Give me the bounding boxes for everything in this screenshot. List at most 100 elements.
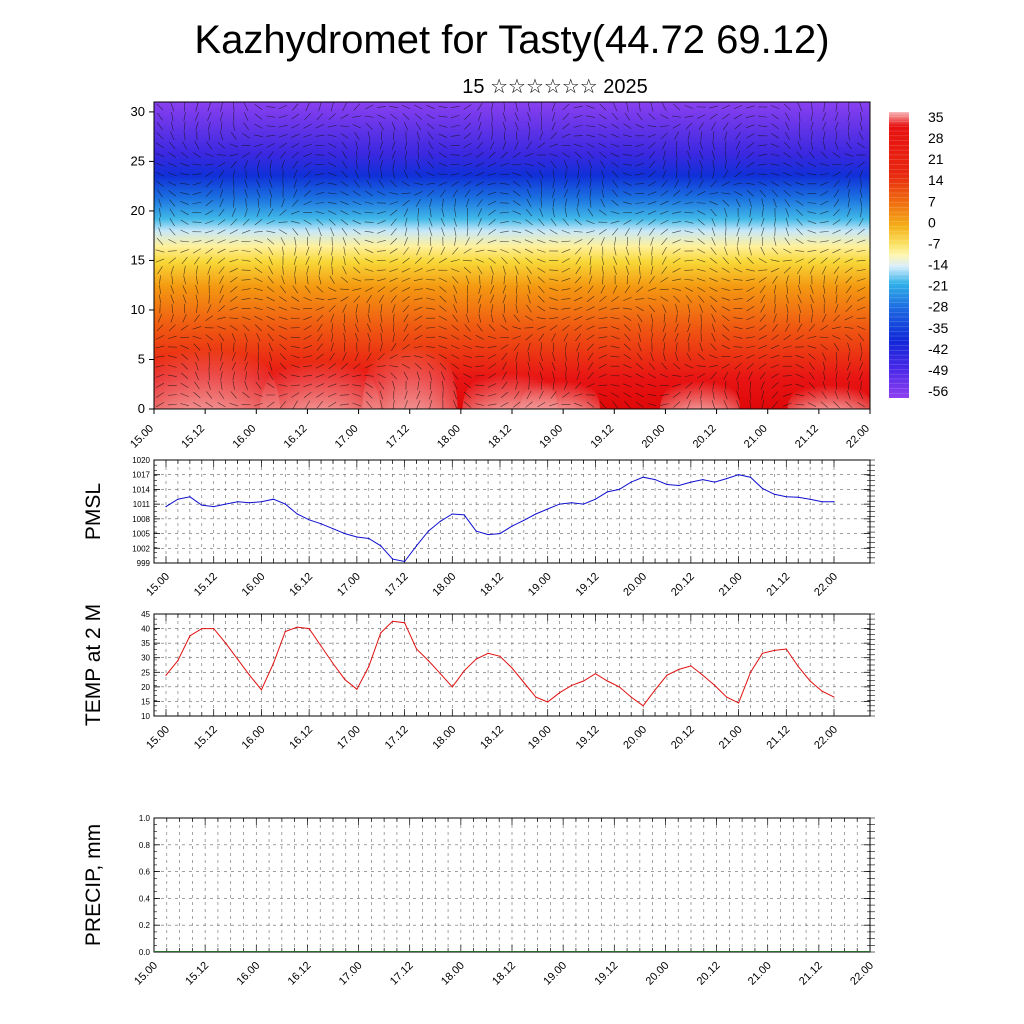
wind-arrow bbox=[746, 354, 755, 359]
wind-arrow bbox=[549, 278, 559, 282]
wind-arrow bbox=[673, 190, 681, 197]
wind-arrow bbox=[697, 373, 706, 379]
wind-arrow bbox=[672, 267, 681, 273]
wind-arrow bbox=[574, 324, 583, 331]
wind-arrow bbox=[832, 257, 841, 264]
wind-arrow bbox=[378, 179, 385, 188]
wind-arrow bbox=[229, 276, 238, 283]
precip-bar bbox=[857, 951, 870, 952]
wind-arrow bbox=[573, 124, 583, 128]
wind-arrow bbox=[340, 114, 349, 120]
wind-arrow bbox=[380, 400, 383, 409]
wind-arrow bbox=[808, 392, 816, 398]
warm-core bbox=[362, 329, 458, 409]
wind-arrow bbox=[859, 169, 863, 179]
wind-arrow bbox=[601, 169, 605, 179]
data-point bbox=[356, 536, 358, 538]
y-tick-label: 25 bbox=[131, 153, 145, 168]
wind-arrow bbox=[255, 151, 262, 159]
wind-arrow bbox=[503, 304, 506, 314]
wind-arrow bbox=[290, 307, 300, 310]
x-tick-label: 20.12 bbox=[669, 724, 697, 752]
wind-arrow bbox=[487, 393, 497, 397]
wind-arrow bbox=[598, 113, 607, 120]
wind-arrow bbox=[662, 160, 666, 170]
wind-arrow bbox=[243, 122, 249, 131]
wind-arrow bbox=[255, 381, 262, 390]
colorbar-label: -21 bbox=[928, 278, 948, 294]
wind-arrow bbox=[155, 171, 165, 177]
wind-arrow bbox=[528, 352, 530, 362]
wind-arrow bbox=[661, 102, 667, 112]
wind-arrow bbox=[292, 103, 299, 111]
wind-arrow bbox=[192, 182, 202, 186]
wind-arrow bbox=[428, 246, 433, 256]
wind-arrow bbox=[796, 209, 804, 216]
wind-arrow bbox=[847, 112, 850, 122]
wind-arrow bbox=[501, 257, 508, 265]
wind-arrow bbox=[526, 179, 532, 188]
wind-arrow bbox=[453, 390, 458, 400]
wind-arrow bbox=[586, 325, 595, 330]
wind-arrow bbox=[661, 237, 668, 246]
wind-arrow bbox=[438, 173, 448, 175]
wind-arrow bbox=[257, 371, 260, 381]
wind-arrow bbox=[290, 345, 300, 349]
wind-arrow bbox=[229, 306, 239, 311]
wind-arrow bbox=[464, 324, 471, 332]
wind-arrow bbox=[525, 219, 533, 226]
wind-arrow bbox=[304, 190, 312, 197]
wind-arrow bbox=[290, 364, 300, 368]
wind-arrow bbox=[244, 333, 248, 342]
wind-arrow bbox=[771, 400, 779, 409]
wind-arrow bbox=[786, 304, 789, 314]
wind-arrow bbox=[650, 313, 654, 323]
precip-bar bbox=[179, 951, 192, 952]
y-tick-label: 0.8 bbox=[139, 841, 151, 850]
colorbar-label: 28 bbox=[928, 130, 944, 146]
wind-arrow bbox=[651, 332, 653, 342]
wind-arrow bbox=[598, 384, 608, 387]
wind-arrow bbox=[377, 286, 386, 293]
wind-arrow bbox=[463, 248, 472, 254]
wind-arrow bbox=[340, 191, 349, 196]
wind-arrow bbox=[315, 135, 325, 137]
wind-arrow bbox=[500, 344, 509, 350]
wind-arrow bbox=[478, 121, 482, 131]
wind-arrow bbox=[205, 180, 213, 188]
wind-arrow bbox=[773, 198, 777, 208]
wind-arrow bbox=[231, 352, 236, 361]
wind-arrow bbox=[601, 265, 604, 275]
wind-arrow bbox=[635, 298, 645, 300]
wind-arrow bbox=[478, 284, 482, 294]
data-point bbox=[225, 642, 227, 644]
wind-arrow bbox=[625, 265, 629, 275]
wind-arrow bbox=[503, 102, 506, 112]
precip-bar bbox=[329, 951, 343, 952]
wind-arrow bbox=[390, 180, 397, 188]
wind-arrow bbox=[823, 102, 825, 112]
wind-arrow bbox=[392, 400, 395, 409]
wind-arrow bbox=[537, 161, 546, 168]
data-point bbox=[499, 655, 501, 657]
wind-arrow bbox=[746, 362, 754, 370]
data-point bbox=[487, 652, 489, 654]
wind-arrow bbox=[364, 258, 374, 263]
data-point bbox=[260, 501, 263, 503]
wind-arrow bbox=[427, 257, 435, 264]
wind-arrow bbox=[588, 160, 593, 169]
wind-arrow bbox=[586, 316, 595, 321]
wind-arrow bbox=[846, 295, 852, 303]
wind-arrow bbox=[795, 162, 804, 168]
wind-arrow bbox=[389, 354, 398, 359]
y-tick-label: 10 bbox=[141, 712, 150, 721]
wind-arrow bbox=[241, 229, 251, 234]
wind-arrow bbox=[342, 265, 347, 275]
wind-arrow bbox=[232, 169, 236, 179]
wind-arrow bbox=[353, 237, 361, 245]
wind-arrow bbox=[502, 265, 506, 275]
wind-arrow bbox=[774, 217, 776, 227]
wind-arrow bbox=[684, 259, 694, 262]
wind-arrow bbox=[860, 198, 863, 208]
wind-arrow bbox=[844, 228, 853, 235]
